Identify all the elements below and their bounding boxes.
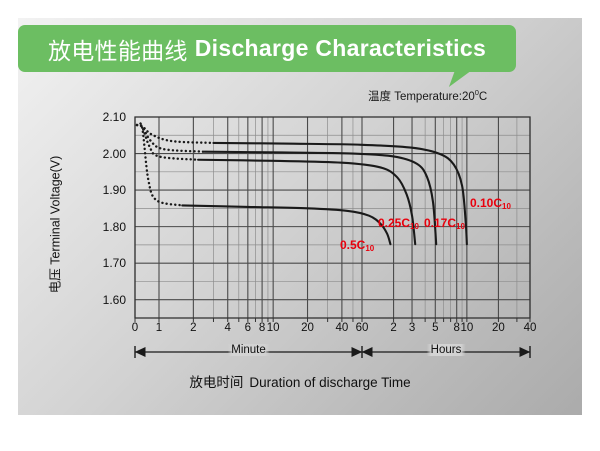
curve-label-0.25C10: 0.25C10 xyxy=(378,216,419,231)
curve-leadin-0.10C10 xyxy=(135,123,215,145)
x-tick-min-2: 2 xyxy=(190,322,197,334)
temperature-note-en: Temperature:20 xyxy=(394,91,475,103)
degree-icon: 0 xyxy=(474,88,479,98)
page-title-en: Discharge Characteristics xyxy=(194,35,487,61)
curve-leadin-0.17C10 xyxy=(135,123,206,153)
curve-label-text: 0.5C xyxy=(340,238,366,252)
range-label-minute: Minute xyxy=(227,344,270,356)
temperature-note-cn: 温度 xyxy=(368,91,391,103)
page-title: 放电性能曲线 Discharge Characteristics xyxy=(18,25,516,72)
x-tick-min-60: 60 xyxy=(355,322,369,334)
range-arrow-right-hours xyxy=(519,347,531,357)
curve-label-0.17C10: 0.17C10 xyxy=(424,216,465,231)
y-tick-1.90: 1.90 xyxy=(102,183,126,198)
grid-minor xyxy=(135,117,530,319)
x-axis-title-en: Duration of discharge Time xyxy=(249,375,411,390)
curve-label-text: 0.25C xyxy=(378,216,411,230)
y-tick-1.60: 1.60 xyxy=(102,292,126,307)
curve-0.10C10 xyxy=(212,141,468,246)
x-tick-min-6: 6 xyxy=(244,322,252,334)
y-tick-2.00: 2.00 xyxy=(102,146,126,161)
x-tick-hr-3: 3 xyxy=(408,322,416,334)
range-label-hours: Hours xyxy=(426,344,466,356)
x-tick-hr-40: 40 xyxy=(523,322,537,334)
curve-label-subscript: 10 xyxy=(456,222,465,231)
x-tick-hr-10: 10 xyxy=(460,322,474,334)
x-tick-min-0: 0 xyxy=(131,322,139,334)
curve-label-0.5C10: 0.5C10 xyxy=(340,238,375,253)
curve-0.25C10 xyxy=(197,158,417,246)
x-tick-hr-8: 8 xyxy=(453,322,460,334)
curve-0.5C10 xyxy=(181,204,392,246)
curve-label-subscript: 10 xyxy=(502,202,511,211)
x-tick-min-8: 8 xyxy=(258,322,266,334)
x-tick-hr-20: 20 xyxy=(492,322,505,334)
x-tick-hr-5: 5 xyxy=(432,322,439,334)
x-tick-min-4: 4 xyxy=(224,322,231,334)
curve-0.17C10 xyxy=(203,150,438,246)
curve-label-text: 0.17C xyxy=(424,216,457,230)
x-tick-min-1: 1 xyxy=(155,322,163,334)
header-banner xyxy=(18,25,516,72)
x-axis-title: 放电时间 Duration of discharge Time xyxy=(0,371,600,391)
discharge-curves-initial-dotted xyxy=(135,122,215,207)
y-tick-1.80: 1.80 xyxy=(102,219,126,234)
temperature-unit-suffix: C xyxy=(478,91,488,103)
content-panel xyxy=(18,18,582,415)
range-arrow-left-hours xyxy=(361,347,373,357)
curve-label-0.10C10: 0.10C10 xyxy=(470,196,511,211)
y-tick-1.70: 1.70 xyxy=(102,256,126,271)
curve-leadin-0.5C10 xyxy=(135,122,184,207)
x-axis-title-cn: 放电时间 xyxy=(189,375,244,390)
temperature-note: 温度 Temperature:200C xyxy=(368,88,487,104)
page-title-cn: 放电性能曲线 xyxy=(47,37,188,64)
range-bars xyxy=(134,346,531,358)
range-arrow-left-minute xyxy=(134,347,146,357)
curve-label-subscript: 10 xyxy=(410,222,419,231)
curve-label-subscript: 10 xyxy=(365,244,375,253)
y-tick-2.10: 2.10 xyxy=(102,110,126,124)
x-tick-hr-2: 2 xyxy=(390,322,397,334)
x-tick-min-40: 40 xyxy=(335,322,349,334)
axis-ticks xyxy=(134,318,531,322)
curve-label-text: 0.10C xyxy=(470,196,503,210)
grid-major xyxy=(134,116,531,318)
x-tick-min-20: 20 xyxy=(301,322,314,334)
plot-frame xyxy=(134,116,531,319)
discharge-curves xyxy=(181,141,468,246)
range-arrow-right-minute xyxy=(351,347,363,357)
x-tick-min-10: 10 xyxy=(266,322,280,334)
